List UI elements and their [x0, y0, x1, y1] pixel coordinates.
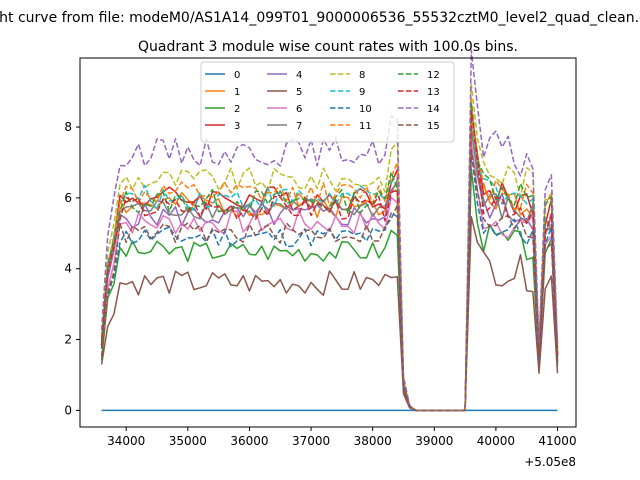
series-line-7: [100, 126, 559, 412]
legend-label-10: 10: [359, 104, 372, 115]
legend-label-8: 8: [359, 70, 365, 81]
series-line-8: [100, 83, 559, 412]
legend-label-12: 12: [427, 70, 440, 81]
legend-label-6: 6: [296, 104, 302, 115]
legend-label-13: 13: [427, 87, 440, 98]
legend-label-1: 1: [234, 87, 240, 98]
x-tick-label: 36000: [230, 434, 268, 448]
series-line-15: [100, 149, 559, 412]
legend-label-5: 5: [296, 87, 302, 98]
x-tick-label: 34000: [107, 434, 145, 448]
x-tick-label: 40000: [477, 434, 515, 448]
series-line-3: [100, 107, 559, 412]
series-line-5: [100, 216, 559, 412]
suptitle: Light curve from file: modeM0/AS1A14_099…: [0, 10, 640, 26]
x-tick-label: 38000: [354, 434, 392, 448]
series-line-11: [100, 98, 559, 412]
series-line-12: [100, 102, 559, 412]
legend-label-7: 7: [296, 121, 302, 132]
axes-frame: [79, 57, 577, 428]
legend-label-9: 9: [359, 87, 365, 98]
y-tick-label: 4: [64, 262, 72, 276]
legend-label-4: 4: [296, 70, 302, 81]
y-tick-label: 2: [64, 333, 72, 347]
legend-label-15: 15: [427, 121, 440, 132]
x-tick-label: 37000: [292, 434, 330, 448]
y-axis: 0 2 4 6 8: [64, 120, 80, 417]
x-tick-label: 39000: [415, 434, 453, 448]
legend-label-2: 2: [234, 104, 240, 115]
series-line-14: [100, 49, 559, 412]
x-tick-label: 35000: [169, 434, 207, 448]
series-line-9: [100, 105, 559, 412]
legend-label-0: 0: [234, 70, 240, 81]
legend-label-14: 14: [427, 104, 440, 115]
series-line-2: [100, 168, 559, 412]
x-axis: 34000 35000 36000 37000 38000 39000 40000 41000: [107, 427, 577, 448]
legend-label-3: 3: [234, 121, 240, 132]
chart-title: Quadrant 3 module wise count rates with …: [138, 39, 518, 55]
x-offset-label: +5.05e8: [524, 455, 576, 469]
y-tick-label: 8: [64, 120, 72, 134]
x-tick-label: 41000: [538, 434, 576, 448]
legend-box: [200, 61, 455, 143]
y-tick-label: 0: [64, 403, 72, 417]
y-tick-label: 6: [64, 191, 72, 205]
series-line-13: [100, 110, 559, 412]
plot-area: [100, 49, 559, 412]
legend-label-11: 11: [359, 121, 372, 132]
